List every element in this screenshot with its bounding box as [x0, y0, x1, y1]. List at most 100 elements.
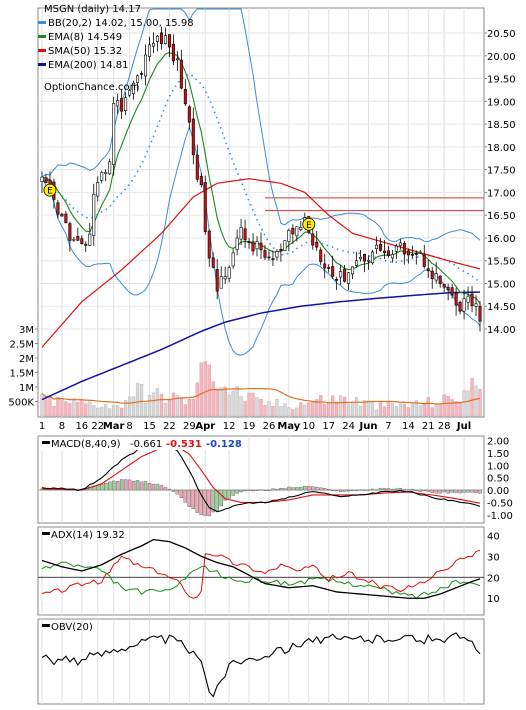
macd-histogram-bar [291, 487, 295, 491]
volume-bar [80, 399, 84, 417]
x-tick-label: 16 [75, 421, 88, 432]
candle-body [215, 269, 219, 292]
volume-bar [434, 404, 438, 417]
volume-tick-label: 2M [19, 354, 34, 365]
macd-histogram-bar [279, 488, 283, 491]
macd-value: -0.661 [130, 439, 162, 450]
candle-body [211, 257, 215, 268]
legend-label: SMA(50) 15.32 [48, 46, 122, 57]
macd-histogram-bar [330, 489, 335, 491]
candle-body [422, 254, 426, 267]
candle-body [454, 292, 458, 306]
x-tick-label: 14 [402, 421, 415, 432]
volume-axis: 3M 2.5M 2M 1.5M 1M 500K [8, 325, 38, 409]
macd-histogram-bar [386, 488, 391, 491]
volume-bar [147, 395, 152, 417]
macd-histogram-bar [478, 489, 482, 494]
volume-bar [175, 395, 180, 417]
candle-body [359, 256, 363, 260]
volume-bar [76, 401, 80, 417]
price-tick-label: 16.00 [487, 234, 516, 245]
volume-bar [283, 403, 287, 417]
macd-histogram-bar [175, 489, 180, 495]
macd-histogram-bar [450, 489, 454, 493]
candle-body [259, 242, 263, 251]
candle-body [163, 35, 167, 44]
volume-average-line [41, 387, 481, 405]
macd-histogram-bar [382, 488, 387, 491]
macd-histogram-bar [307, 486, 311, 491]
volume-bar [139, 383, 144, 417]
macd-histogram-value: -0.128 [206, 439, 242, 450]
candle-body [56, 202, 60, 215]
price-tick-label: 20.00 [487, 52, 516, 63]
volume-bar [307, 402, 311, 417]
candle-body [386, 250, 390, 257]
candle-body [418, 251, 422, 254]
macd-histogram-bar [354, 489, 359, 491]
x-tick-label: 28 [438, 421, 451, 432]
volume-bar [195, 382, 199, 417]
macd-histogram-bar [127, 479, 132, 491]
macd-histogram-bar [111, 480, 116, 491]
volume-bar [466, 390, 470, 417]
candle-body [319, 249, 323, 262]
volume-bar [394, 406, 399, 417]
minus-di-line [41, 561, 481, 600]
price-tick-label: 17.50 [487, 166, 516, 177]
price-tick-label: 20.50 [487, 29, 516, 40]
macd-histogram-bar [410, 488, 415, 491]
volume-bar [331, 395, 335, 417]
candle-body [478, 305, 482, 322]
macd-histogram-bar [231, 489, 235, 496]
volume-bar [378, 401, 383, 417]
macd-histogram-bar [259, 489, 263, 491]
volume-bar [450, 399, 454, 417]
earnings-marker: E [43, 183, 57, 197]
price-grid [38, 8, 484, 704]
volume-bar [119, 407, 124, 417]
obv-swatch [42, 624, 50, 627]
adx-swatch [42, 532, 50, 535]
macd-histogram-bar [466, 489, 470, 493]
volume-bar [311, 402, 315, 417]
candle-body [100, 172, 104, 181]
macd-tick-label: 2.00 [487, 436, 509, 447]
candle-body [466, 295, 470, 303]
macd-histogram-bar [167, 488, 172, 491]
candle-body [398, 242, 402, 246]
volume-bar [243, 401, 247, 417]
candle-body [84, 243, 88, 246]
x-tick-label: May [277, 421, 300, 432]
macd-histogram-bar [48, 489, 52, 491]
candle-body [339, 271, 343, 278]
volume-bar [354, 397, 359, 417]
macd-histogram-bar [247, 489, 251, 491]
macd-histogram-bar [426, 489, 430, 492]
candle-body [402, 243, 406, 255]
macd-histogram-bar [96, 485, 100, 491]
ema200-line [41, 291, 481, 401]
candle-body [159, 32, 163, 44]
volume-bar [338, 395, 343, 417]
volume-bar [112, 404, 116, 417]
x-tick-label: 22 [91, 421, 104, 432]
adx-label: ADX(14) 19.32 [51, 530, 125, 541]
macd-tick-label: 0.00 [487, 486, 509, 497]
candle-body [390, 254, 394, 259]
candle-body [231, 252, 235, 267]
volume-bar [60, 398, 64, 417]
volume-bar [163, 402, 168, 417]
candle-body [140, 73, 144, 75]
candle-body [442, 283, 446, 288]
macd-histogram-bar [374, 489, 379, 491]
macd-histogram-bar [462, 489, 466, 493]
candle-body [239, 227, 243, 240]
candle-body [191, 118, 195, 156]
macd-line [41, 442, 481, 513]
macd-histogram-bar [362, 489, 367, 491]
x-tick-label: Apr [195, 421, 215, 432]
macd-signal-value: -0.531 [166, 439, 202, 450]
